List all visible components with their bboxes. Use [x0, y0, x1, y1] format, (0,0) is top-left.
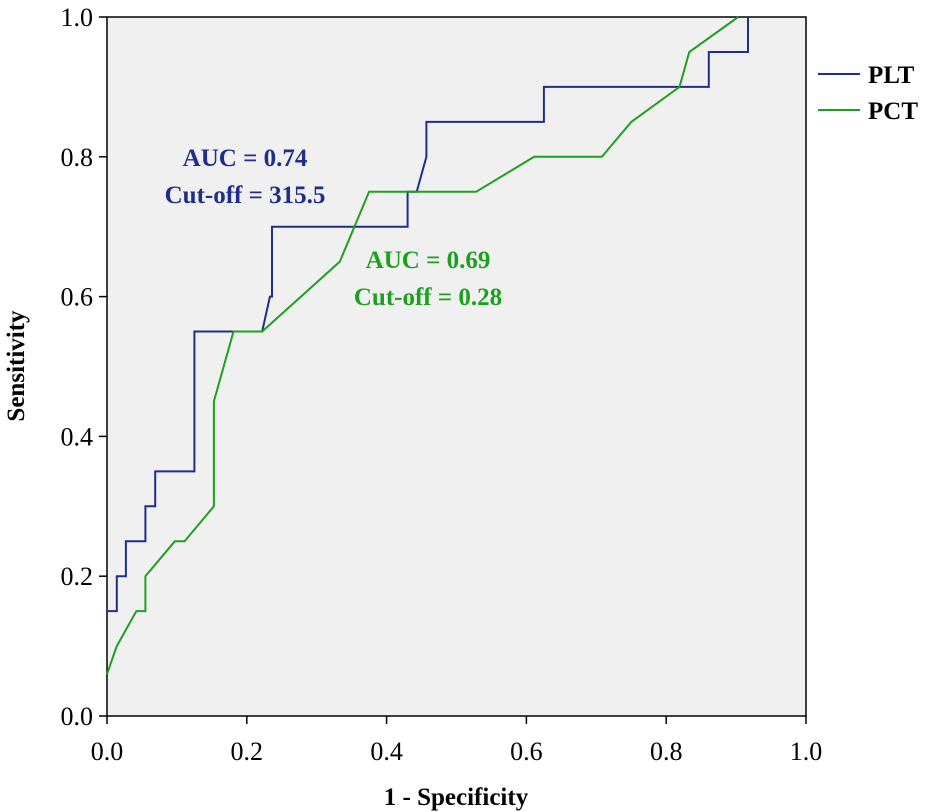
auc-annotation-line: AUC = 0.69 — [366, 247, 491, 274]
x-tick-label: 0.8 — [650, 737, 683, 766]
y-tick-label: 0.4 — [61, 422, 94, 451]
y-tick-label: 0.6 — [61, 283, 94, 312]
annotation-layer: AUC = 0.74 Cut-off = 315.5 AUC = 0.69 Cut-o… — [165, 145, 503, 311]
legend: PLT PCT — [818, 62, 918, 125]
legend-label-pct: PCT — [868, 98, 918, 125]
x-tick-label: 0.6 — [510, 737, 543, 766]
y-tick-label: 0.2 — [61, 562, 94, 591]
x-axis-ticks: 0.0 0.2 0.4 0.6 0.8 1.0 — [91, 716, 823, 766]
auc-annotation-line: Cut-off = 315.5 — [165, 182, 326, 209]
y-tick-label: 1.0 — [61, 3, 94, 32]
series-layer — [106, 16, 749, 675]
y-axis-title: Sensitivity — [3, 310, 30, 422]
x-tick-label: 1.0 — [790, 737, 823, 766]
series-line-pct — [106, 16, 739, 675]
y-tick-label: 0.0 — [61, 702, 94, 731]
x-tick-label: 0.2 — [231, 737, 264, 766]
x-tick-label: 0.0 — [91, 737, 124, 766]
x-axis-title: 1 - Specificity — [384, 784, 529, 811]
y-axis-ticks: 0.0 0.2 0.4 0.6 0.8 1.0 — [61, 3, 107, 731]
auc-annotation-line: Cut-off = 0.28 — [354, 284, 502, 311]
legend-label-plt: PLT — [868, 62, 915, 89]
series-line-plt — [107, 17, 749, 613]
auc-annotation-line: AUC = 0.74 — [183, 145, 308, 172]
y-tick-label: 0.8 — [61, 143, 94, 172]
x-tick-label: 0.4 — [370, 737, 403, 766]
